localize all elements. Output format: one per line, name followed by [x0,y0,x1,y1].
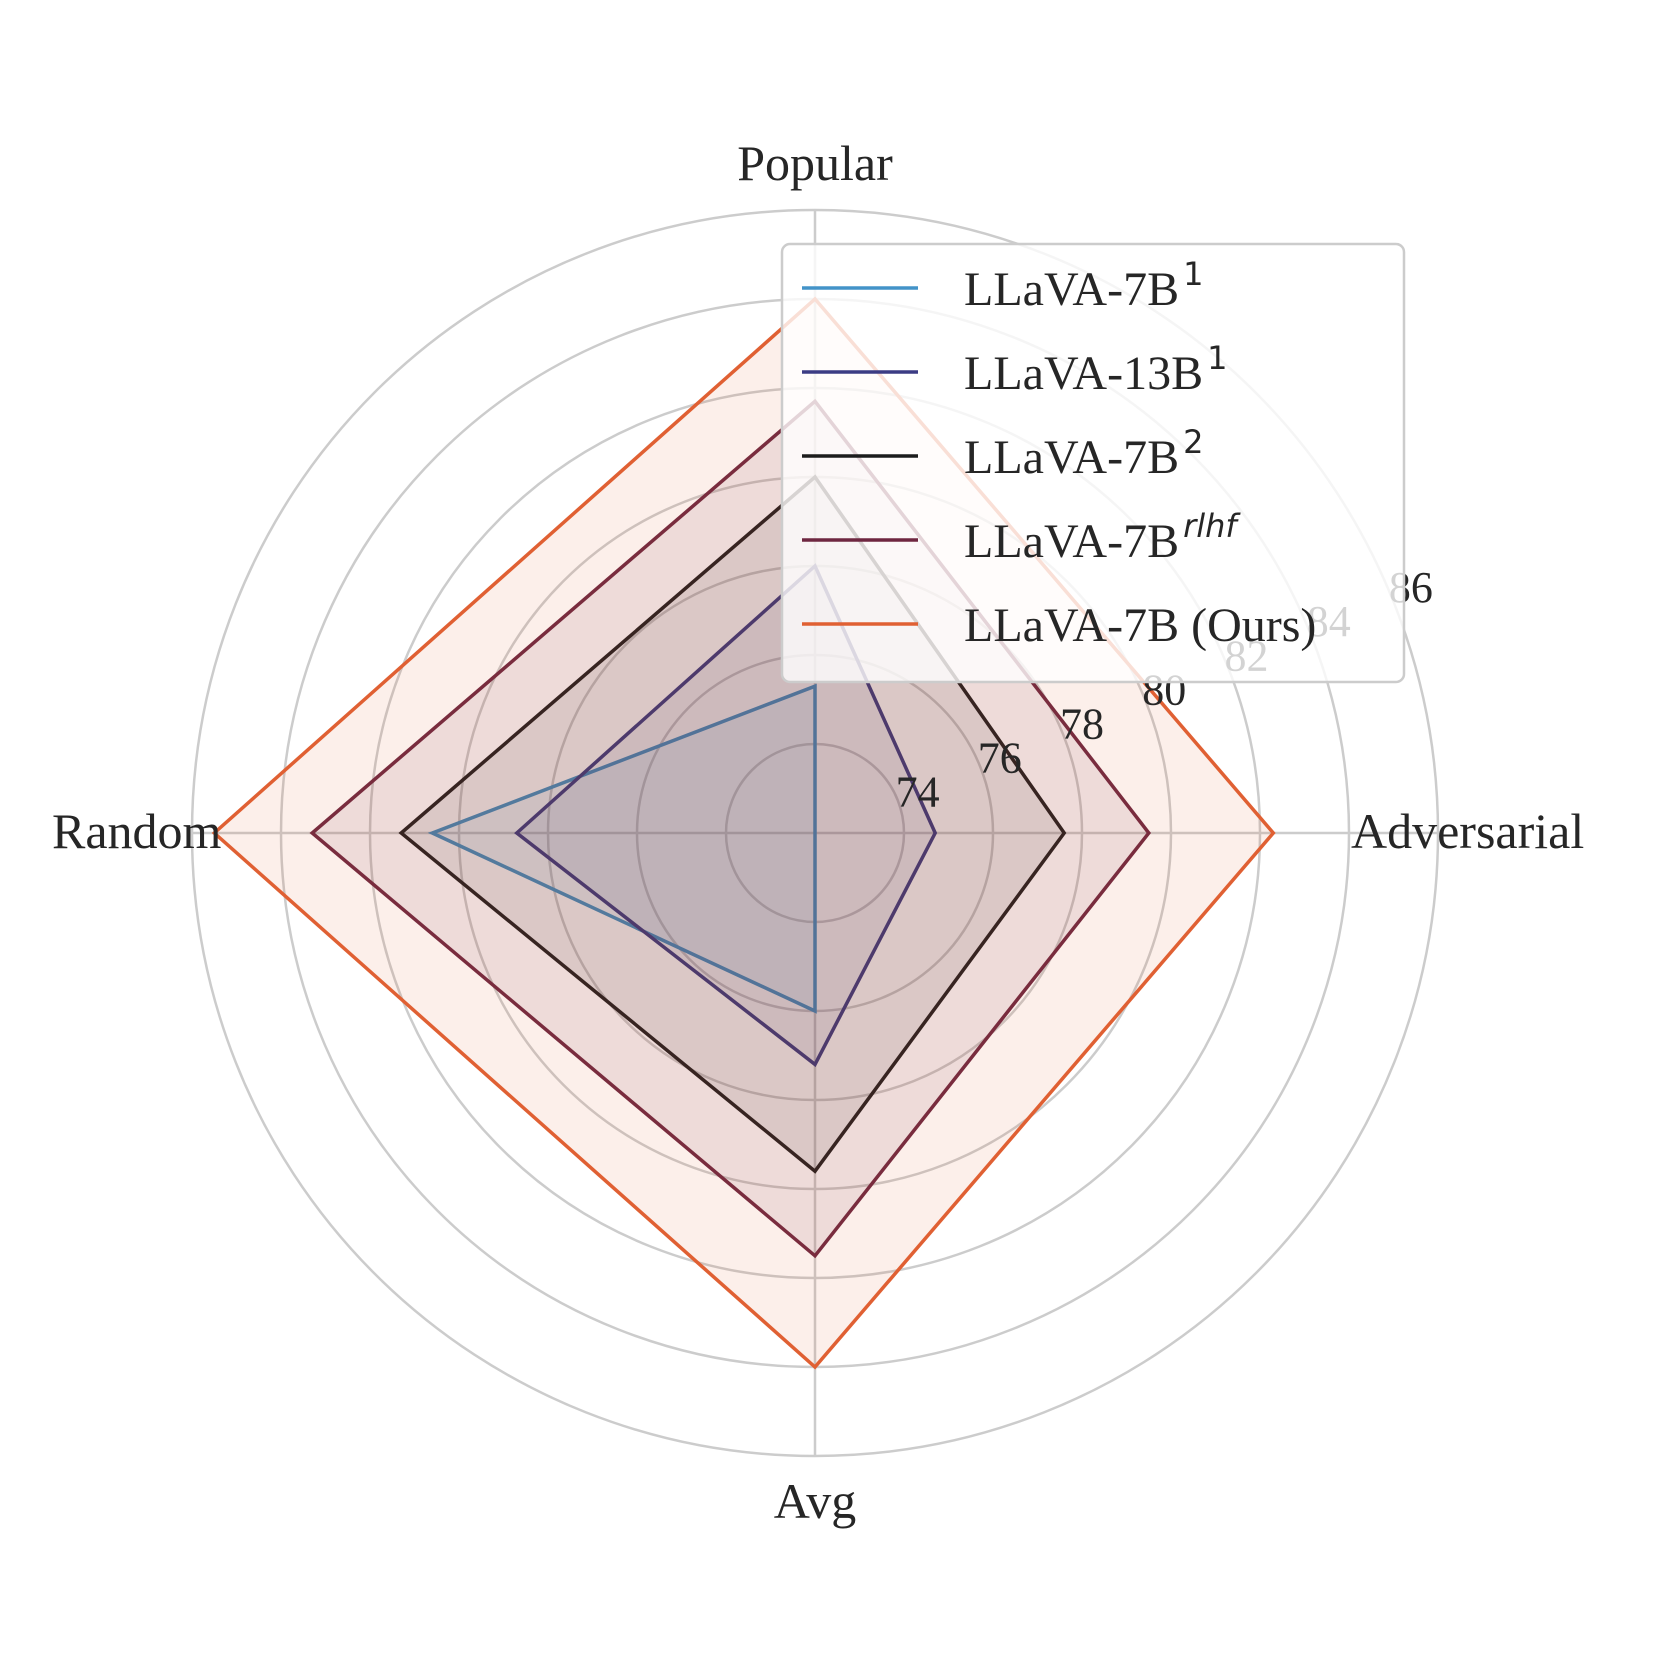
legend-entry-4: LLaVA-7B (Ours) [964,599,1316,652]
tick-label-76: 76 [978,734,1022,783]
axis-labels: Popular Adversarial Avg Random [52,135,1584,1529]
tick-label-74: 74 [896,768,940,817]
tick-label-78: 78 [1060,699,1104,748]
legend-box [780,242,1406,684]
legend-entry-1: LLaVA-13B 1 [964,339,1227,400]
axis-label-random: Random [52,803,222,859]
series-polygon-1 [514,563,938,1068]
legend-entry-3: LLaVA-7B rlhf [964,507,1241,568]
axis-label-avg: Avg [774,1473,856,1529]
legend-entry-0: LLaVA-7B 1 [964,255,1203,316]
axis-label-popular: Popular [737,135,893,191]
axis-label-adversarial: Adversarial [1351,803,1584,859]
legend-entry-2: LLaVA-7B 2 [964,423,1203,484]
legend: LLaVA-7B 1 LLaVA-13B 1 LLaVA-7B 2 LLaVA-7B rlhf… [780,242,1406,684]
series-polygon-0 [427,683,817,1014]
